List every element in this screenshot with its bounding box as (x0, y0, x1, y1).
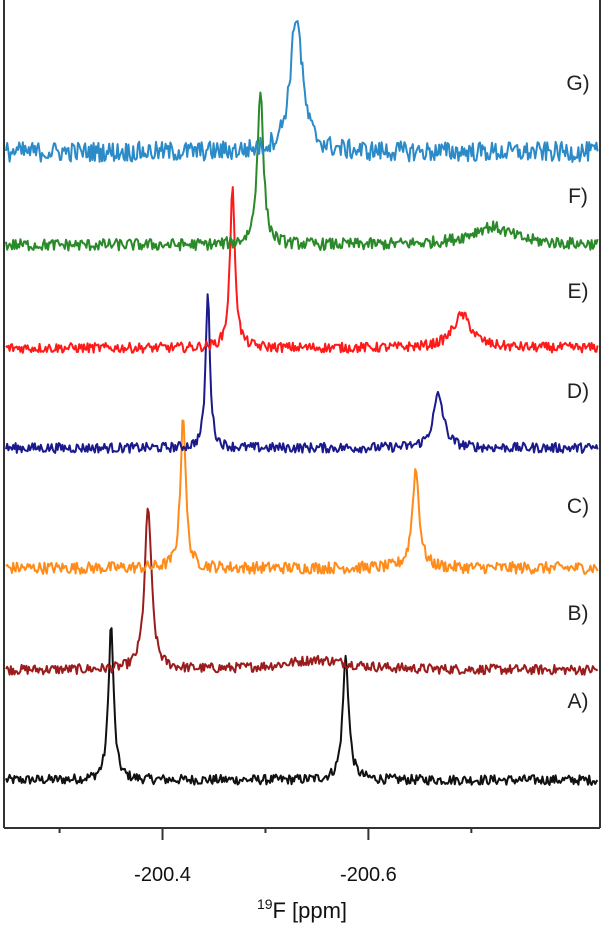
spectrum-trace-g (5, 20, 599, 163)
plot-frame (3, 0, 601, 829)
spectrum-trace-b (5, 507, 599, 676)
trace-label-c: C) (567, 495, 589, 518)
x-axis-title: 19F [ppm] (257, 896, 347, 923)
spectrum-trace-e (5, 186, 599, 354)
spectrum-trace-a (5, 627, 599, 786)
spectrum-trace-c (5, 419, 599, 575)
trace-label-g: G) (566, 72, 589, 95)
traces (5, 20, 599, 786)
trace-label-b: B) (568, 602, 589, 625)
x-axis-title-nucleus: F (273, 898, 286, 923)
trace-label-d: D) (567, 380, 589, 403)
spectrum-trace-f (5, 91, 599, 252)
trace-label-e: E) (568, 280, 589, 303)
x-axis-ticks: -200.4 -200.6 (58, 828, 473, 886)
x-axis-title-isotope: 19 (257, 896, 273, 912)
x-axis-title-units: [ppm] (292, 898, 347, 923)
trace-label-f: F) (568, 185, 588, 208)
x-tick-label: -200.4 (134, 864, 191, 886)
x-tick-label: -200.6 (340, 864, 397, 886)
trace-label-a: A) (568, 690, 589, 713)
trace-labels: A) B) C) D) E) F) G) (566, 72, 589, 713)
spectrum-trace-d (5, 293, 599, 454)
